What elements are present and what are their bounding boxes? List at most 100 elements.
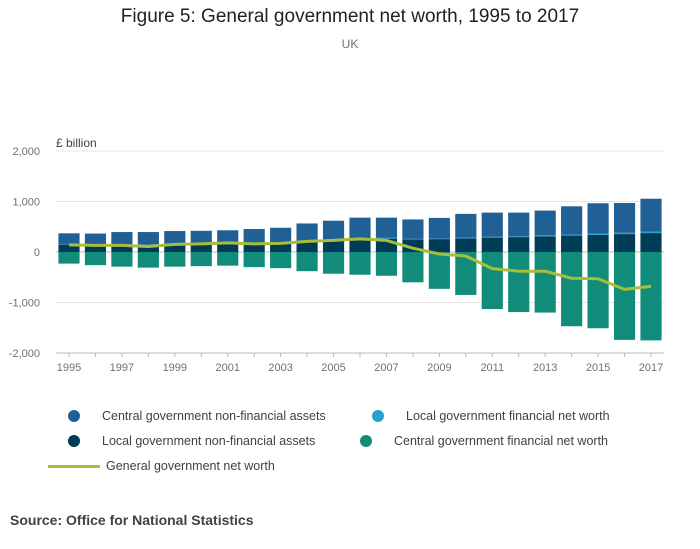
- bar-segment: [270, 252, 292, 269]
- y-tick-label: -1,000: [9, 298, 40, 310]
- bar-segment: [58, 252, 80, 264]
- x-tick-label: 2013: [533, 362, 557, 374]
- bar-segment: [640, 252, 662, 341]
- bar-segment: [613, 232, 636, 235]
- x-tick-label: 2011: [480, 362, 504, 374]
- bar-segment: [137, 252, 159, 268]
- bar-segment: [322, 240, 345, 252]
- bar-segment: [243, 243, 265, 252]
- bar-segment: [402, 238, 424, 240]
- bar-segment: [481, 252, 503, 310]
- bar-segment: [613, 234, 636, 252]
- x-tick-label: 2003: [268, 362, 292, 374]
- bar-segment: [508, 236, 530, 238]
- x-tick-label: 2015: [586, 362, 610, 374]
- bar-segment: [190, 243, 212, 252]
- bar-segment: [402, 252, 424, 283]
- bar-segment: [375, 252, 398, 276]
- bar-segment: [270, 242, 292, 252]
- bar-segment: [481, 212, 503, 237]
- bar-segment: [190, 252, 212, 267]
- bar-segment: [587, 203, 609, 234]
- bar-segment: [561, 252, 583, 327]
- bar-segment: [534, 210, 556, 236]
- bar-segment: [534, 235, 556, 237]
- bar-segment: [137, 244, 159, 252]
- bar-segment: [375, 217, 398, 238]
- bar-segment: [375, 237, 398, 239]
- bar-segment: [164, 244, 186, 252]
- x-tick-label: 2009: [427, 362, 451, 374]
- net-worth-line-path: [68, 237, 652, 291]
- bar-segment: [402, 219, 424, 239]
- bar-segment: [534, 252, 556, 313]
- bar-segment: [640, 231, 662, 234]
- bar-segment: [111, 244, 133, 252]
- bar-segment: [296, 252, 318, 272]
- bar-segment: [428, 217, 450, 239]
- x-tick-label: 2007: [374, 362, 398, 374]
- y-tick-label: 1,000: [12, 197, 40, 209]
- bar-segment: [349, 239, 371, 252]
- bar-segment: [587, 233, 609, 235]
- bar-segment: [561, 234, 583, 236]
- bar-segment: [58, 244, 80, 252]
- bar-segment: [164, 252, 186, 267]
- chart-subtitle: UK: [341, 37, 359, 51]
- bar-segment: [640, 233, 662, 252]
- bar-segment: [561, 235, 583, 252]
- bar-segment: [349, 252, 371, 275]
- bar-segment: [508, 237, 530, 252]
- bar-segment: [481, 236, 503, 238]
- net-worth-line: [68, 237, 652, 291]
- bar-segment: [587, 252, 609, 329]
- bar-segment: [428, 252, 450, 289]
- bar-segment: [322, 220, 345, 240]
- bar-segment: [349, 217, 371, 239]
- x-tick-label: 1997: [110, 362, 134, 374]
- bar-segment: [217, 230, 239, 244]
- bar-segment: [428, 239, 450, 252]
- bar-segment: [455, 252, 477, 295]
- bar-segment: [190, 230, 212, 244]
- x-tick-label: 2001: [215, 362, 239, 374]
- bar-segment: [455, 238, 477, 252]
- bar-segment: [587, 234, 609, 252]
- bar-segment: [508, 212, 530, 237]
- bar-segment: [84, 244, 107, 252]
- bar-segment: [84, 233, 107, 245]
- bar-segment: [296, 223, 318, 241]
- bar-segment: [217, 252, 239, 266]
- bar-segment: [217, 243, 239, 252]
- x-axis: 1995 1997 1999 2001 2003 2005 2007 2009 2011 2013…: [56, 352, 664, 374]
- bar-segment: [58, 233, 80, 245]
- bar-segment: [613, 252, 636, 340]
- x-tick-label: 2017: [639, 362, 663, 374]
- bars: [58, 198, 662, 341]
- source-note: Source: Office for National Statistics: [10, 512, 254, 528]
- bar-segment: [322, 252, 345, 274]
- bar-segment: [455, 213, 477, 238]
- bar-segment: [111, 232, 133, 245]
- bar-segment: [111, 252, 133, 267]
- chart-title: Figure 5: General government net worth, …: [120, 6, 580, 27]
- bar-segment: [137, 232, 159, 245]
- x-tick-label: 1995: [57, 362, 81, 374]
- x-tick-label: 1999: [163, 362, 187, 374]
- bar-segment: [164, 231, 186, 244]
- bar-segment: [243, 229, 265, 243]
- bar-segment: [640, 198, 662, 232]
- bar-segment: [455, 237, 477, 239]
- bar-segment: [243, 252, 265, 268]
- y-tick-label: 0: [34, 247, 40, 259]
- bar-segment: [561, 206, 583, 235]
- bar-segment: [508, 252, 530, 313]
- bar-segment: [270, 227, 292, 243]
- bar-segment: [428, 238, 450, 240]
- bar-segment: [613, 203, 636, 233]
- y-axis-unit-label: £ billion: [56, 136, 97, 150]
- y-axis-ticks: 2,000 1,000 0 -1,000 -2,000: [9, 146, 40, 360]
- bar-segment: [84, 252, 107, 266]
- bar-segment: [296, 241, 318, 252]
